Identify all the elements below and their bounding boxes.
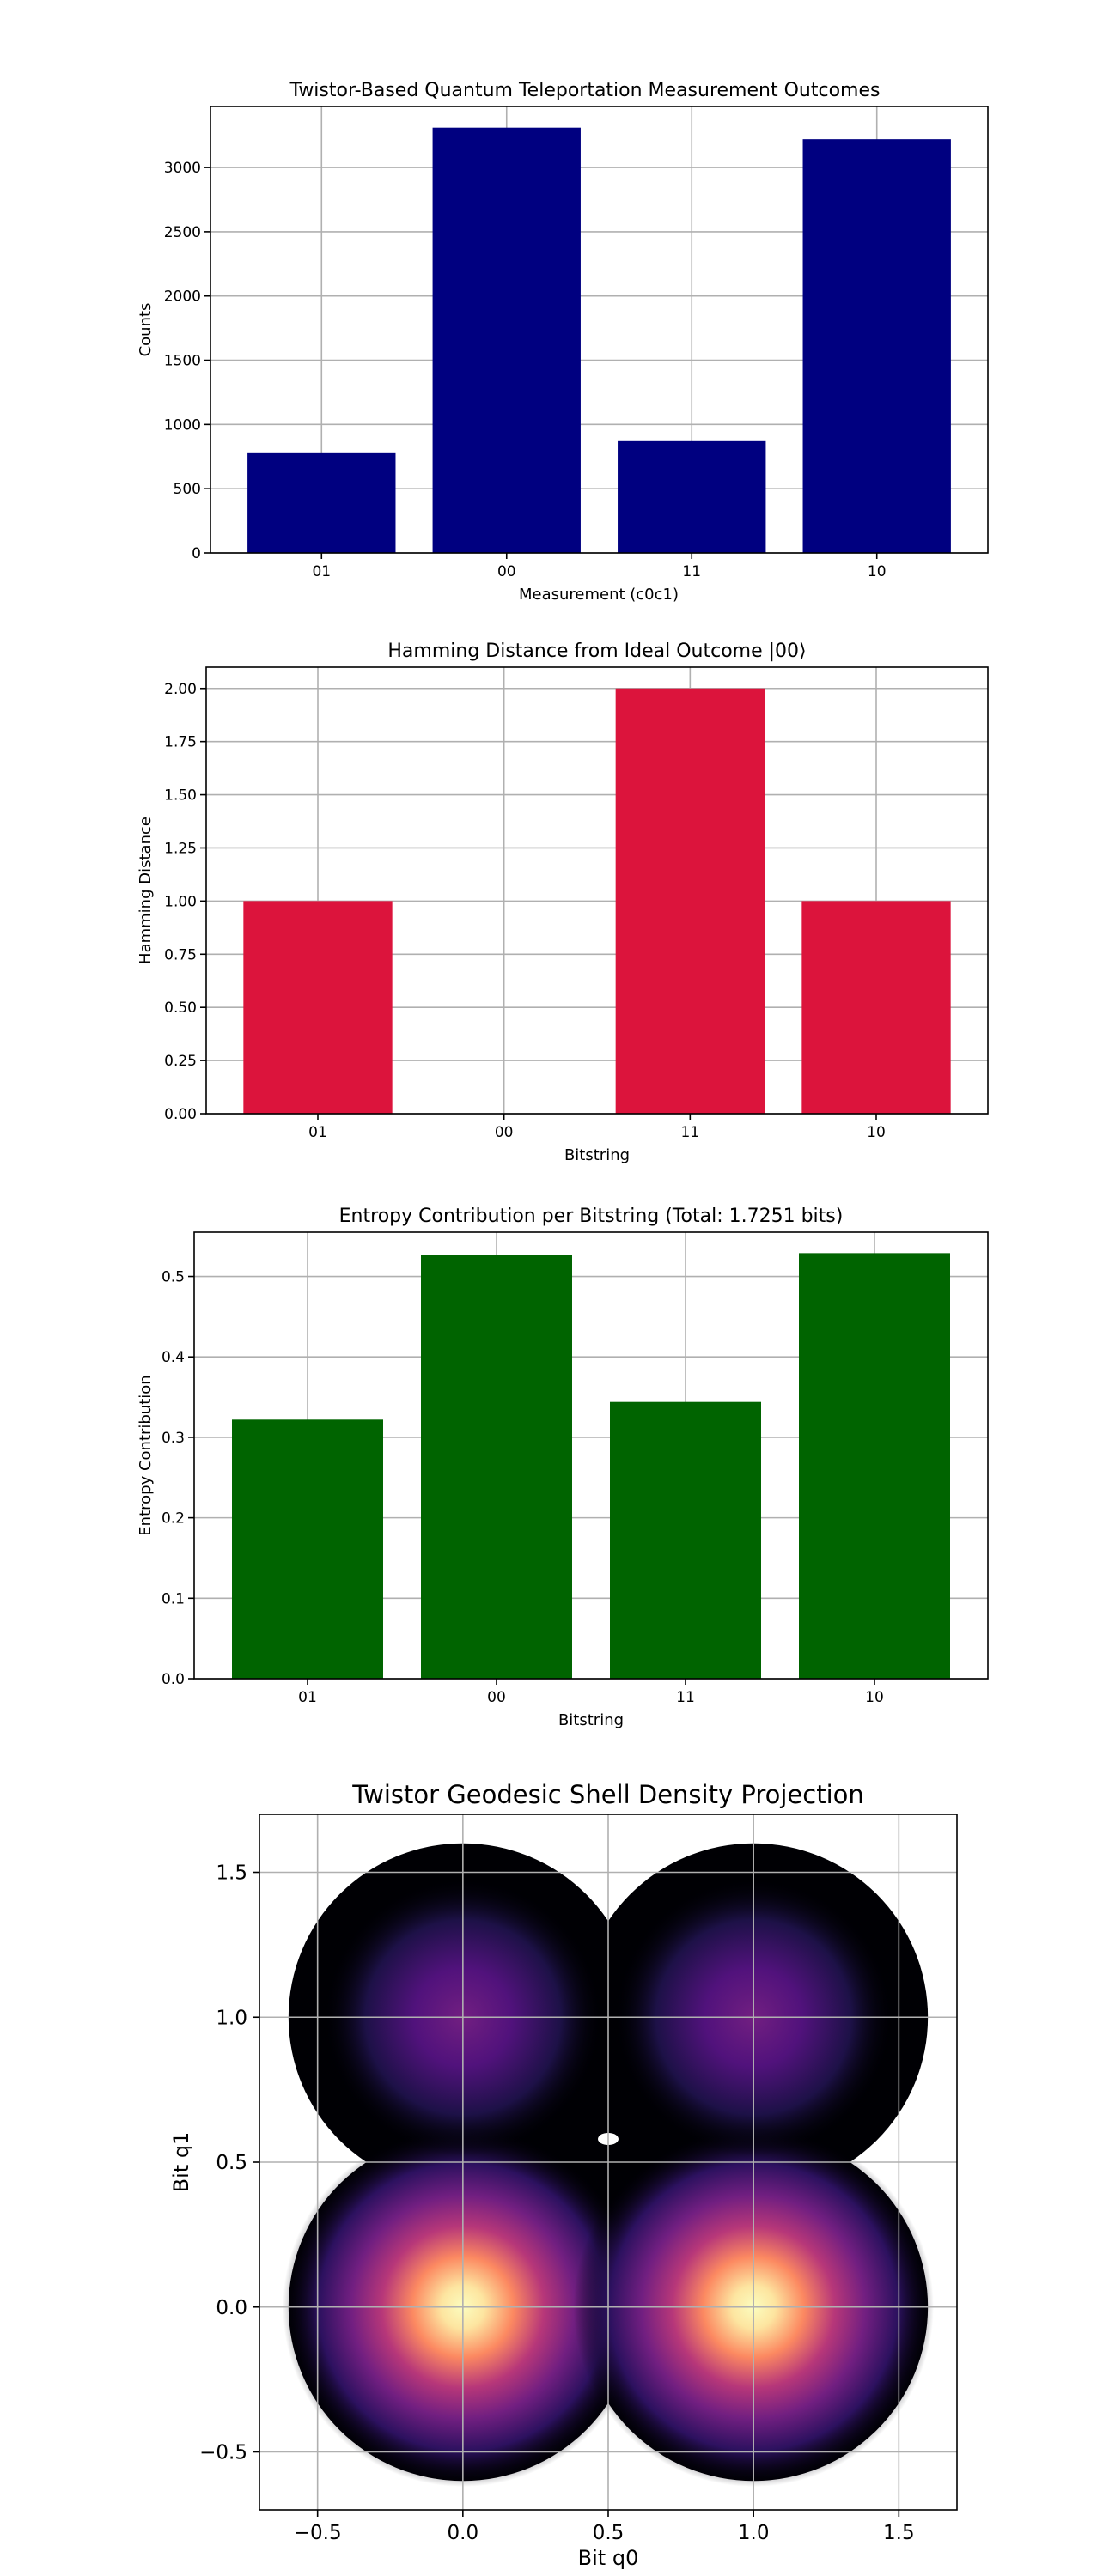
y-tick-label: 500 (174, 481, 201, 498)
y-tick-label: 1.5 (216, 1862, 247, 1885)
chart-2-bars (243, 688, 951, 1114)
bar-10 (802, 139, 951, 554)
x-tick-label: 01 (308, 1124, 327, 1141)
x-tick-label: 10 (865, 1689, 884, 1706)
chart-2: Hamming Distance from Ideal Outcome |00⟩… (137, 641, 989, 1164)
y-tick-label: 0.25 (164, 1053, 197, 1070)
y-tick-label: 1.0 (216, 2007, 247, 2029)
chart-2-y-ticks: 0.00 0.25 0.50 0.75 1.00 1.25 1.50 1.75 2.00 (164, 681, 206, 1123)
bar-01 (247, 452, 396, 553)
chart-2-frame (205, 666, 989, 1115)
y-tick-label: 0.00 (164, 1106, 197, 1123)
chart-2-x-ticks: 01 00 11 10 (308, 1114, 886, 1141)
x-tick-label: 0.5 (593, 2522, 625, 2544)
chart-1-title: Twistor-Based Quantum Teleportation Meas… (289, 80, 881, 101)
bar-01 (243, 901, 393, 1114)
x-tick-label: 11 (681, 1124, 700, 1141)
bar-11 (618, 440, 766, 553)
y-tick-label: 2500 (164, 224, 201, 241)
y-tick-label: 1500 (164, 353, 201, 370)
bar-10 (801, 901, 951, 1114)
x-tick-label: 11 (682, 563, 701, 580)
chart-4-y-label: Bit q1 (169, 2132, 193, 2193)
chart-1-y-label: Counts (137, 303, 155, 357)
y-tick-label: 1.00 (164, 893, 197, 910)
y-tick-label: 0.5 (216, 2152, 247, 2174)
y-tick-label: 0.0 (216, 2297, 247, 2319)
y-tick-label: 2000 (164, 289, 201, 306)
x-tick-label: 00 (487, 1689, 506, 1706)
chart-2-x-label: Bitstring (564, 1146, 630, 1164)
bar-00 (421, 1255, 572, 1679)
chart-3-frame (193, 1231, 989, 1680)
chart-3-x-label: Bitstring (558, 1711, 624, 1729)
chart-1-x-ticks: 01 00 11 10 (312, 553, 887, 580)
x-tick-label: 1.5 (883, 2522, 915, 2544)
y-tick-label: 0.2 (161, 1510, 185, 1528)
chart-4-x-ticks: −0.5 0.0 0.5 1.0 1.5 (294, 2510, 915, 2544)
chart-3: Entropy Contribution per Bitstring (Tota… (137, 1206, 989, 1729)
bar-01 (232, 1419, 383, 1679)
chart-4: Twistor Geodesic Shell Density Projectio… (169, 1780, 958, 2570)
x-tick-label: 1.0 (738, 2522, 770, 2544)
chart-1-frame (210, 106, 989, 554)
chart-1-x-label: Measurement (c0c1) (519, 586, 679, 604)
x-tick-label: 10 (867, 1124, 886, 1141)
y-tick-label: 0.5 (161, 1269, 185, 1286)
bar-00 (432, 127, 581, 553)
chart-3-title: Entropy Contribution per Bitstring (Tota… (339, 1206, 844, 1227)
chart-2-title: Hamming Distance from Ideal Outcome |00⟩ (387, 641, 806, 662)
y-tick-label: 0.3 (161, 1430, 185, 1447)
y-tick-label: 0.4 (161, 1349, 185, 1366)
y-tick-label: 1000 (164, 416, 201, 434)
x-tick-label: −0.5 (294, 2522, 342, 2544)
y-tick-label: 0 (192, 545, 201, 562)
chart-3-y-ticks: 0.0 0.1 0.2 0.3 0.4 0.5 (161, 1269, 194, 1688)
chart-1-bars (247, 127, 951, 554)
y-tick-label: 0.0 (161, 1671, 185, 1688)
chart-4-grid (259, 1814, 957, 2510)
y-tick-label: 1.75 (164, 734, 197, 751)
chart-3-x-ticks: 01 00 11 10 (298, 1679, 884, 1706)
y-tick-label: 3000 (164, 160, 201, 177)
chart-2-y-label: Hamming Distance (137, 817, 155, 964)
bar-11 (610, 1401, 761, 1679)
bar-11 (615, 688, 765, 1114)
x-tick-label: 00 (497, 563, 516, 580)
chart-4-x-label: Bit q0 (578, 2546, 639, 2570)
chart-4-y-ticks: −0.5 0.0 0.5 1.0 1.5 (199, 1862, 259, 2464)
chart-3-y-label: Entropy Contribution (137, 1375, 155, 1535)
bar-10 (799, 1253, 950, 1679)
chart-4-frame (259, 1814, 958, 2511)
y-tick-label: 1.50 (164, 787, 197, 805)
y-tick-label: 1.25 (164, 840, 197, 857)
x-tick-label: 01 (312, 563, 331, 580)
chart-4-title: Twistor Geodesic Shell Density Projectio… (351, 1780, 864, 1809)
x-tick-label: 10 (868, 563, 887, 580)
y-tick-label: 2.00 (164, 681, 197, 698)
chart-1: Twistor-Based Quantum Teleportation Meas… (137, 80, 989, 604)
chart-1-y-ticks: 0 500 1000 1500 2000 2500 3000 (164, 160, 210, 562)
x-tick-label: 01 (298, 1689, 317, 1706)
y-tick-label: 0.1 (161, 1590, 185, 1607)
y-tick-label: 0.75 (164, 946, 197, 963)
x-tick-label: 11 (676, 1689, 695, 1706)
y-tick-label: −0.5 (199, 2442, 247, 2464)
y-tick-label: 0.50 (164, 999, 197, 1017)
x-tick-label: 00 (495, 1124, 514, 1141)
x-tick-label: 0.0 (448, 2522, 479, 2544)
chart-3-bars (232, 1253, 950, 1679)
